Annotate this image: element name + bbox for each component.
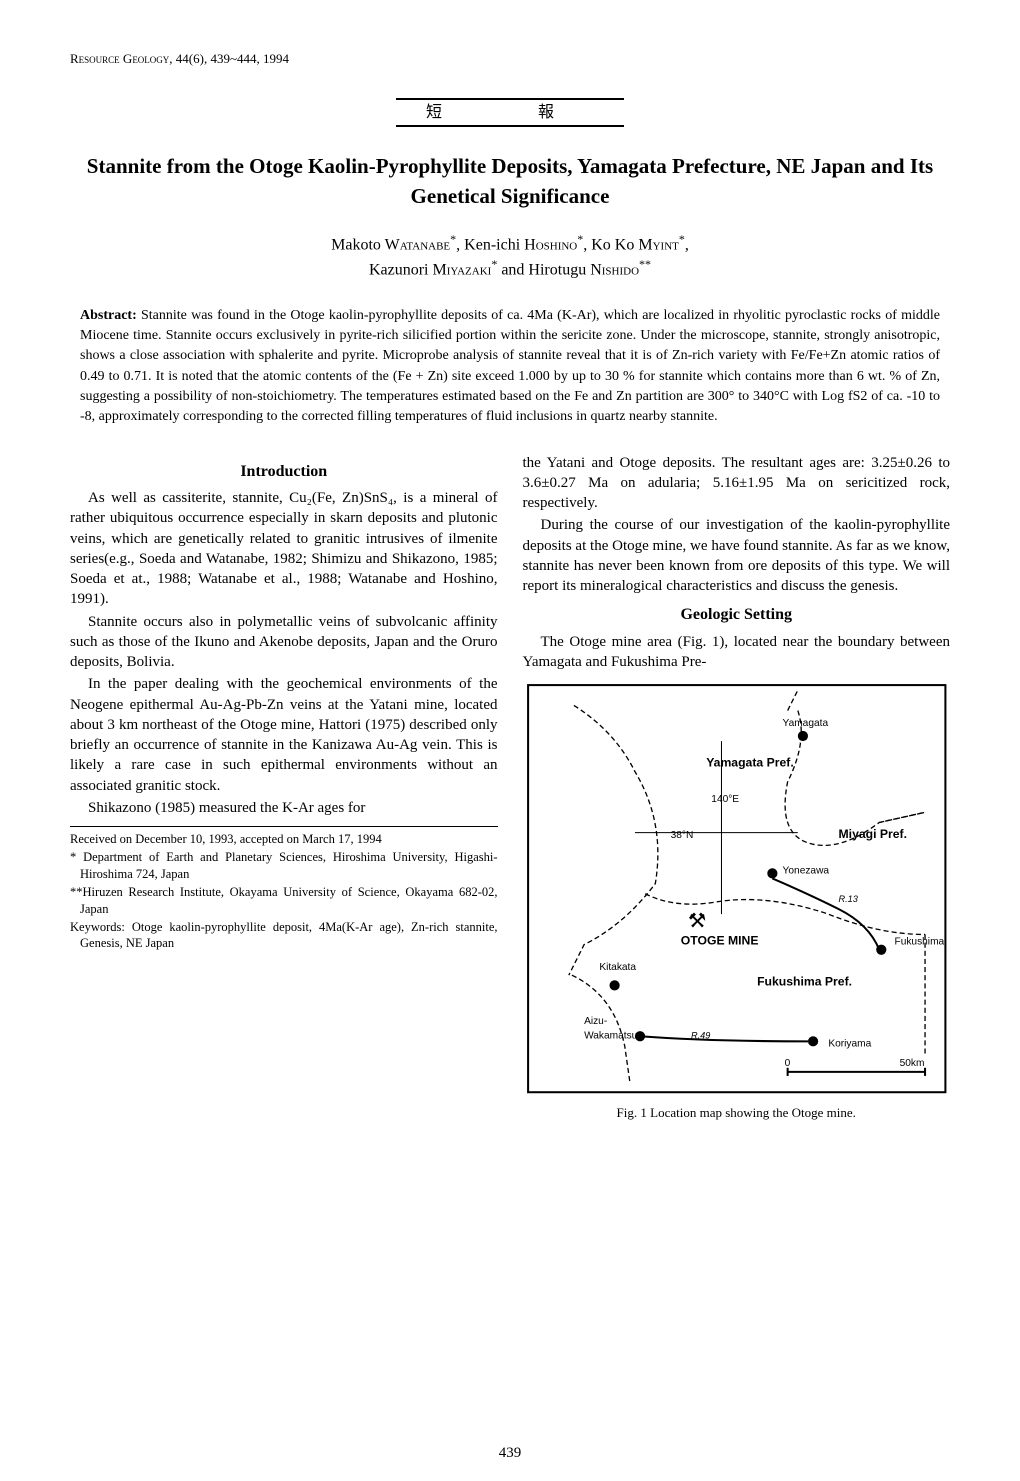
body-paragraph: Shikazono (1985) measured the K-Ar ages … (70, 798, 498, 818)
footnotes: Received on December 10, 1993, accepted … (70, 826, 498, 952)
abstract-text: Stannite was found in the Otoge kaolin-p… (80, 308, 940, 424)
svg-text:Yamagata Pref.: Yamagata Pref. (706, 756, 794, 770)
svg-text:Koriyama: Koriyama (828, 1039, 871, 1050)
svg-text:Fukushima: Fukushima (894, 937, 944, 948)
journal-citation: Resource Geology, 44(6), 439~444, 1994 (70, 51, 289, 66)
received-date: Received on December 10, 1993, accepted … (70, 831, 498, 848)
authors-list: Makoto Watanabe*, Ken-ichi Hoshino*, Ko … (70, 231, 950, 281)
svg-text:140°E: 140°E (711, 795, 739, 806)
right-column: the Yatani and Otoge deposits. The resul… (523, 453, 951, 1122)
two-column-body: Introduction As well as cassiterite, sta… (70, 453, 950, 1122)
location-map: 38°N 140°E Yamagata Pref. Miyagi Pref. Fukus… (523, 680, 951, 1097)
abstract-label: Abstract: (80, 308, 137, 323)
geo-heading: Geologic Setting (523, 604, 951, 626)
keywords: Keywords: Otoge kaolin-pyrophyllite depo… (70, 919, 498, 953)
intro-heading: Introduction (70, 461, 498, 483)
svg-text:38°N: 38°N (670, 830, 693, 841)
short-report-marker: 短 報 (70, 98, 950, 128)
figure-1: 38°N 140°E Yamagata Pref. Miyagi Pref. Fukus… (523, 680, 951, 1121)
svg-text:R.13: R.13 (838, 894, 858, 904)
affiliation: **Hiruzen Research Institute, Okayama Un… (70, 884, 498, 918)
marker-text: 短 報 (396, 98, 624, 128)
body-paragraph: The Otoge mine area (Fig. 1), located ne… (523, 632, 951, 673)
left-column: Introduction As well as cassiterite, sta… (70, 453, 498, 1122)
body-paragraph: In the paper dealing with the geochemica… (70, 674, 498, 796)
page-number: 439 (0, 1443, 1020, 1463)
svg-text:Yamagata: Yamagata (782, 718, 828, 729)
body-paragraph: the Yatani and Otoge deposits. The resul… (523, 453, 951, 514)
body-paragraph: Stannite occurs also in polymetallic vei… (70, 612, 498, 673)
journal-header: Resource Geology, 44(6), 439~444, 1994 (70, 50, 950, 68)
affiliation: * Department of Earth and Planetary Scie… (70, 849, 498, 883)
paper-title: Stannite from the Otoge Kaolin-Pyrophyll… (70, 152, 950, 211)
abstract: Abstract: Stannite was found in the Otog… (80, 306, 940, 428)
body-paragraph: During the course of our investigation o… (523, 515, 951, 596)
svg-text:OTOGE MINE: OTOGE MINE (680, 934, 758, 948)
svg-text:Fukushima Pref.: Fukushima Pref. (757, 975, 852, 989)
svg-text:50km: 50km (899, 1058, 924, 1069)
body-paragraph: As well as cassiterite, stannite, Cu₂(Fe… (70, 488, 498, 610)
svg-text:Aizu-: Aizu- (584, 1016, 607, 1027)
figure-caption: Fig. 1 Location map showing the Otoge mi… (523, 1104, 951, 1122)
svg-text:0: 0 (784, 1058, 790, 1069)
svg-text:Kitakata: Kitakata (599, 962, 636, 973)
svg-text:⚒: ⚒ (687, 911, 705, 933)
svg-text:Wakamatsu: Wakamatsu (584, 1031, 637, 1042)
svg-text:Miyagi Pref.: Miyagi Pref. (838, 827, 907, 841)
svg-text:Yonezawa: Yonezawa (782, 866, 829, 877)
